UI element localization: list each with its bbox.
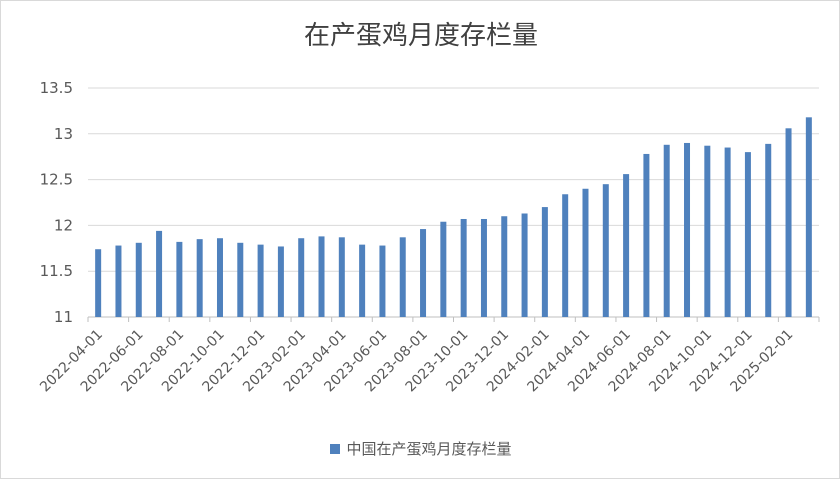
y-tick-label: 11.5 (40, 262, 73, 280)
bar (95, 249, 102, 317)
bar (724, 147, 731, 317)
bar (602, 184, 609, 317)
bar (298, 238, 305, 317)
bar (196, 239, 203, 317)
bar (156, 230, 163, 317)
bar (785, 128, 792, 317)
legend: 中国在产蛋鸡月度存栏量 (1, 438, 840, 459)
bar (379, 245, 386, 317)
bar (359, 244, 366, 317)
bar (257, 244, 264, 317)
bar (663, 144, 670, 317)
bar (216, 238, 223, 317)
bar (582, 188, 589, 317)
bar (643, 153, 650, 317)
bar (399, 237, 406, 317)
bar (501, 216, 508, 317)
bar (440, 221, 447, 317)
y-tick-label: 13.5 (40, 79, 73, 97)
bar (277, 246, 284, 317)
bar (562, 194, 569, 317)
bar (805, 117, 812, 317)
y-tick-label: 12.5 (40, 171, 73, 189)
bar (541, 207, 548, 317)
bar (765, 143, 772, 317)
bar (460, 218, 467, 317)
bar (704, 145, 711, 317)
bar (135, 242, 142, 317)
bar (115, 245, 122, 317)
legend-swatch (330, 443, 341, 454)
bar (318, 236, 325, 317)
bar (237, 242, 244, 317)
legend-label: 中国在产蛋鸡月度存栏量 (346, 440, 512, 458)
bar (744, 152, 751, 317)
bar (623, 174, 630, 317)
y-tick-label: 13 (54, 125, 73, 143)
bar (338, 237, 345, 317)
bar (521, 213, 528, 317)
y-tick-label: 12 (54, 216, 73, 234)
bar (684, 142, 691, 317)
bar (420, 229, 427, 317)
bar (176, 241, 183, 317)
bar (480, 218, 487, 317)
y-tick-label: 11 (54, 308, 73, 326)
chart-title: 在产蛋鸡月度存栏量 (303, 21, 538, 51)
